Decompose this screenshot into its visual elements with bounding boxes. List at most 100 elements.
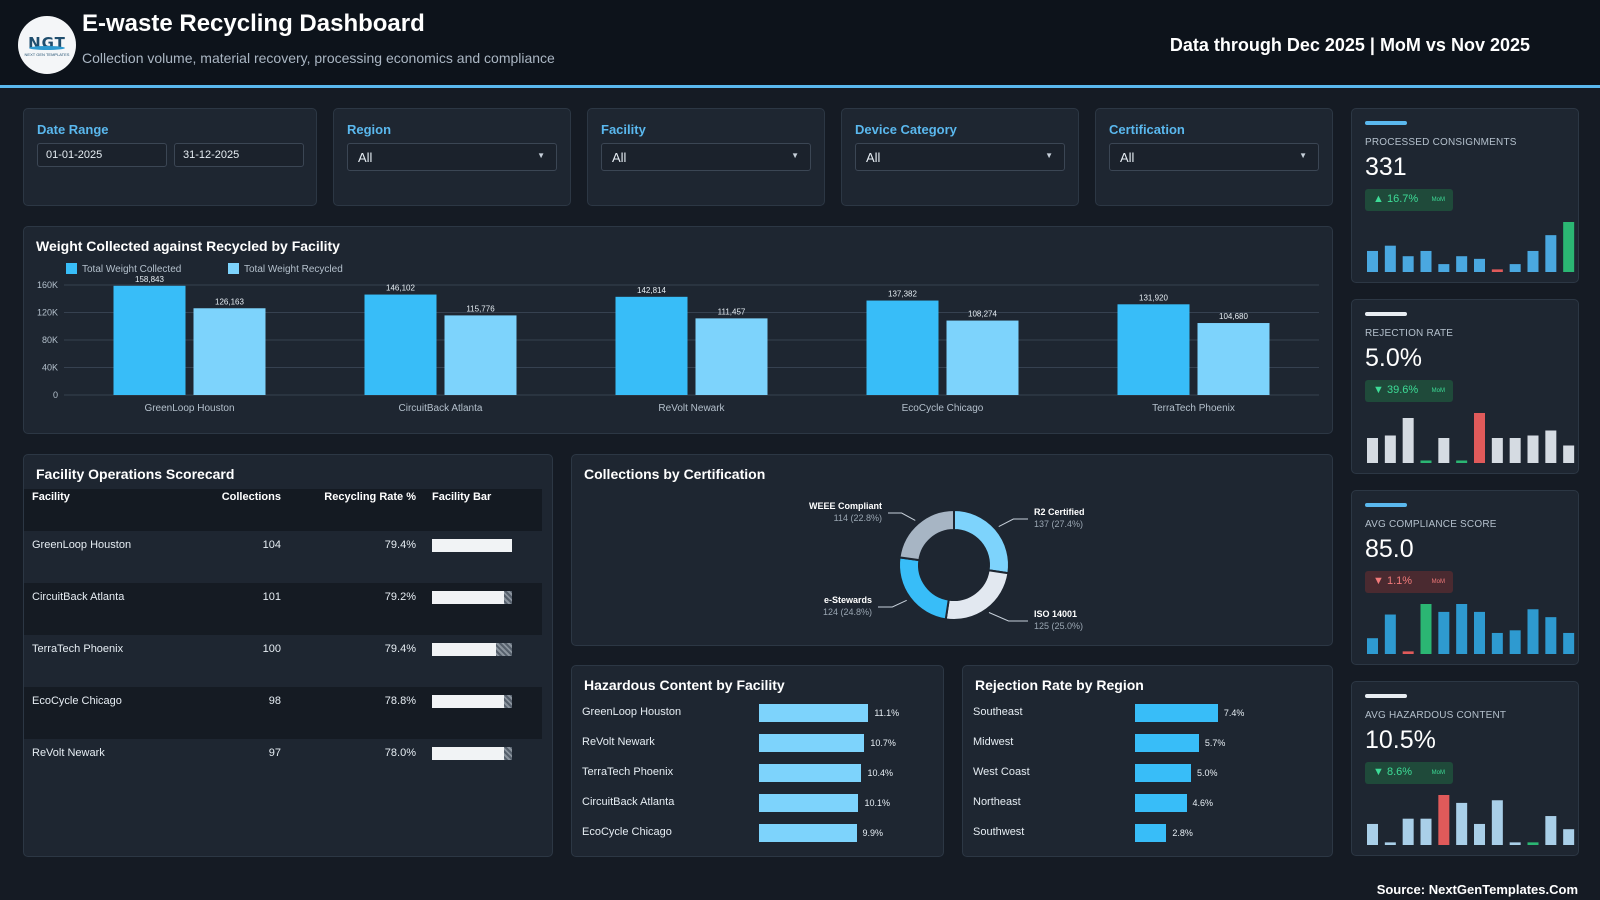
spark-bar (1420, 250, 1432, 272)
bar-category-label: ReVolt Newark (582, 736, 655, 748)
kpi-delta-value: 16.7% (1386, 193, 1419, 205)
x-tick-label: CircuitBack Atlanta (399, 403, 483, 414)
date-end-input[interactable]: 31-12-2025 (174, 143, 304, 167)
legend-swatch (228, 263, 239, 274)
mom-label: MoM (1431, 197, 1445, 203)
y-tick-label: 160K (37, 280, 58, 290)
kpi-accent-bar (1365, 503, 1407, 507)
facility-select[interactable]: All ▼ (601, 143, 811, 171)
table-cell: 79.2% (289, 583, 424, 635)
certification-select[interactable]: All ▼ (1109, 143, 1319, 171)
bar-category-label: Southwest (973, 826, 1025, 838)
table-header-row: Facility Collections Recycling Rate % Fa… (24, 489, 542, 531)
bar (759, 794, 859, 812)
bar-category-label: Midwest (973, 736, 1014, 748)
bar (695, 318, 768, 395)
y-tick-label: 80K (42, 335, 58, 345)
kpi-label: PROCESSED CONSIGNMENTS (1365, 137, 1517, 148)
bar-category-label: EcoCycle Chicago (582, 826, 672, 838)
chevron-down-icon: ▼ (1299, 151, 1307, 160)
facility-bar-fill (432, 695, 504, 708)
chevron-down-icon: ▼ (791, 151, 799, 160)
slice-value: 137 (27.4%) (1034, 519, 1083, 529)
spark-bar (1384, 614, 1396, 654)
legend-label: Total Weight Collected (82, 264, 181, 275)
scorecard-title: Facility Operations Scorecard (36, 466, 235, 482)
data-label: 158,843 (135, 275, 164, 284)
filter-label: Region (347, 122, 392, 137)
bar-value-label: 11.1% (874, 708, 900, 718)
bar (866, 300, 939, 395)
spark-bar (1438, 611, 1450, 654)
bar (113, 285, 186, 395)
table-cell: ReVolt Newark (24, 739, 194, 791)
table-cell (424, 687, 542, 739)
bar-value-label: 9.9% (862, 828, 884, 838)
spark-bar (1420, 604, 1432, 654)
table-cell: EcoCycle Chicago (24, 687, 194, 739)
slice-label: R2 Certified (1034, 507, 1085, 517)
spark-bar (1438, 795, 1450, 845)
bar-category-label: CircuitBack Atlanta (582, 796, 675, 808)
bar-category-label: Southeast (973, 706, 1023, 718)
sparkline-chart (1367, 222, 1575, 272)
bar (759, 764, 862, 782)
table-cell (424, 635, 542, 687)
kpi-delta-value: 1.1% (1386, 575, 1413, 587)
spark-bar (1456, 802, 1468, 845)
region-select[interactable]: All ▼ (347, 143, 557, 171)
bar-category-label: Northeast (973, 796, 1021, 808)
table-row[interactable]: TerraTech Phoenix 100 79.4% (24, 635, 542, 687)
kpi-card: AVG HAZARDOUS CONTENT 10.5% ▼ 8.6% MoM (1351, 681, 1579, 856)
column-header: Facility Bar (424, 489, 542, 531)
filter-region: Region All ▼ (333, 108, 571, 206)
spark-bar (1402, 256, 1414, 272)
logo: NGT NEXT GEN TEMPLATES (18, 16, 76, 74)
source-footer: Source: NextGenTemplates.Com (1376, 882, 1578, 897)
bar (444, 315, 517, 395)
table-cell: 97 (194, 739, 289, 791)
table-cell: 79.4% (289, 635, 424, 687)
spark-bar (1491, 269, 1503, 272)
mom-label: MoM (1431, 770, 1445, 776)
spark-bar (1563, 632, 1575, 654)
donut-slice (953, 508, 1010, 575)
table-cell: 78.8% (289, 687, 424, 739)
x-tick-label: ReVolt Newark (658, 403, 725, 414)
legend-label: Total Weight Recycled (244, 264, 343, 275)
table-row[interactable]: GreenLoop Houston 104 79.4% (24, 531, 542, 583)
chart-title: Collections by Certification (584, 466, 766, 482)
device-category-select[interactable]: All ▼ (855, 143, 1065, 171)
spark-bar (1402, 418, 1414, 463)
spark-bar (1545, 617, 1557, 654)
facility-bar-fill (432, 747, 504, 760)
slice-label: ISO 14001 (1034, 609, 1077, 619)
weight-bar-chart: Total Weight Collected Total Weight Recyc… (37, 263, 1319, 414)
spark-bar (1402, 818, 1414, 845)
table-row[interactable]: CircuitBack Atlanta 101 79.2% (24, 583, 542, 635)
bar-category-label: West Coast (973, 766, 1030, 778)
sparkline-chart (1367, 604, 1575, 654)
legend-swatch (66, 263, 77, 274)
spark-bar (1491, 800, 1503, 845)
spark-bar (1491, 632, 1503, 654)
data-label: 137,382 (888, 290, 917, 299)
spark-bar (1420, 818, 1432, 845)
spark-bar (1545, 235, 1557, 272)
filter-label: Date Range (37, 122, 109, 137)
weight-chart-panel: Weight Collected against Recycled by Fac… (23, 226, 1333, 434)
kpi-delta-value: 8.6% (1386, 766, 1413, 778)
bar-value-label: 10.7% (870, 738, 896, 748)
bar (946, 320, 1019, 395)
x-tick-label: GreenLoop Houston (144, 403, 234, 414)
sparkline-chart (1367, 413, 1575, 463)
page-title: E-waste Recycling Dashboard (82, 10, 425, 37)
column-header: Collections (194, 489, 289, 531)
table-cell: 104 (194, 531, 289, 583)
table-row[interactable]: EcoCycle Chicago 98 78.8% (24, 687, 542, 739)
table-row[interactable]: ReVolt Newark 97 78.0% (24, 739, 542, 791)
spark-bar (1367, 823, 1378, 845)
date-start-input[interactable]: 01-01-2025 (37, 143, 167, 167)
donut-slice (944, 569, 1010, 621)
kpi-value: 10.5% (1365, 726, 1436, 754)
